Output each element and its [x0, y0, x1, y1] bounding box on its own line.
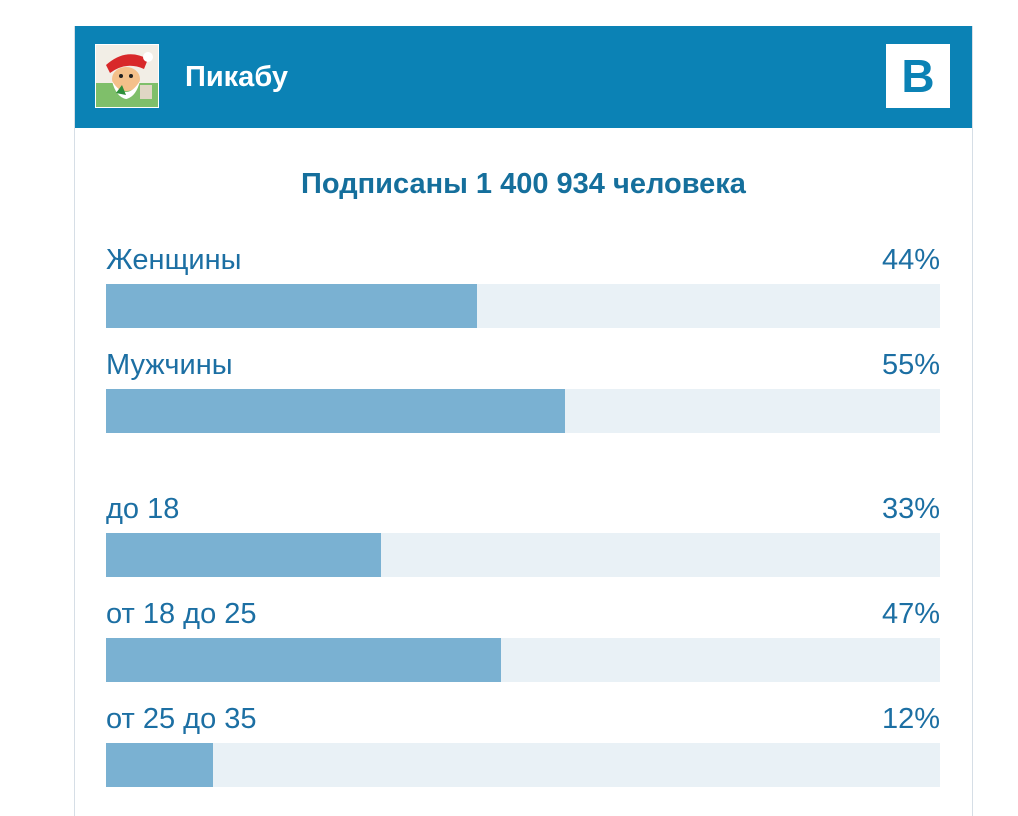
- stat-bar-fill: [106, 284, 478, 328]
- stat-label: от 18 до 25: [106, 598, 257, 630]
- stat-age-25-35: от 25 до 35 12%: [106, 701, 940, 787]
- pikabu-mascot-icon: [96, 45, 158, 107]
- stat-bar-fill: [106, 389, 565, 433]
- stat-percent: 12%: [881, 703, 940, 735]
- vk-group-widget: Пикабу B Подписаны 1 400 934 человека Же…: [74, 26, 973, 816]
- stat-bar-fill: [106, 533, 382, 577]
- stat-percent: 44%: [881, 244, 940, 276]
- stat-percent: 47%: [881, 598, 940, 630]
- stat-percent: 33%: [881, 493, 940, 525]
- vk-logo-icon[interactable]: B: [886, 44, 950, 108]
- stat-percent: 55%: [881, 349, 940, 381]
- stat-label: от 25 до 35: [106, 703, 257, 735]
- stat-men: Мужчины 55%: [106, 347, 940, 433]
- stat-bar-track: [106, 533, 940, 577]
- stat-label: Мужчины: [106, 349, 233, 381]
- group-name[interactable]: Пикабу: [185, 61, 288, 93]
- group-avatar[interactable]: [95, 44, 159, 108]
- stat-label: до 18: [106, 493, 180, 525]
- stat-bar-track: [106, 743, 940, 787]
- stat-age-under-18: до 18 33%: [106, 491, 940, 577]
- subscribers-count[interactable]: Подписаны 1 400 934 человека: [301, 168, 746, 200]
- stat-bar-track: [106, 638, 940, 682]
- widget-header: Пикабу B: [75, 26, 972, 128]
- stat-bar-track: [106, 284, 940, 328]
- stat-women: Женщины 44%: [106, 242, 940, 328]
- stat-age-18-25: от 18 до 25 47%: [106, 596, 940, 682]
- stat-bar-fill: [106, 743, 213, 787]
- stat-label: Женщины: [106, 244, 242, 276]
- stat-bar-fill: [106, 638, 502, 682]
- stat-bar-track: [106, 389, 940, 433]
